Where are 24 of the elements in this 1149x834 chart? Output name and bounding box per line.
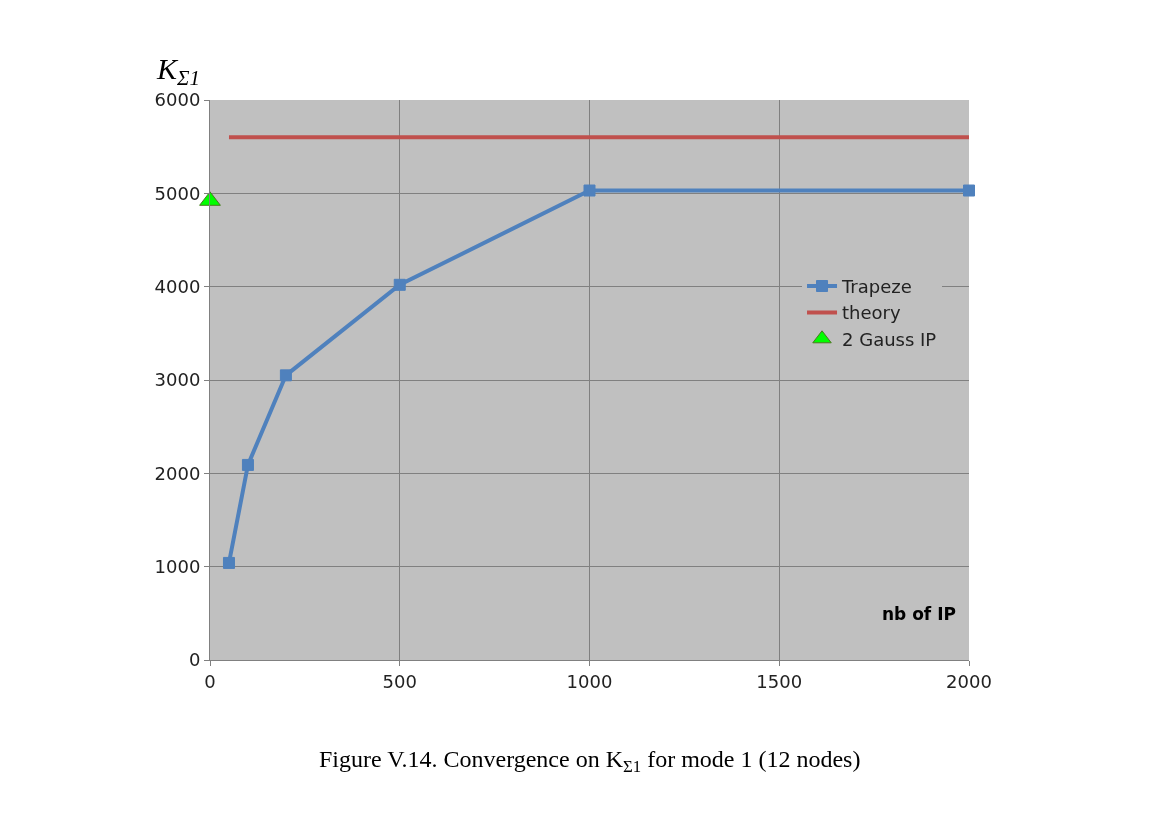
y-tick-label: 1000: [154, 555, 201, 577]
x-tick-label: 500: [382, 670, 417, 692]
y-axis-title: K$_{Σ1}$: [156, 52, 200, 91]
point: [279, 369, 292, 382]
x-axis-title: nb of IP: [882, 604, 956, 624]
x-tick-label: 0: [204, 670, 216, 692]
y-tick-label: 3000: [154, 369, 201, 391]
legend-label: theory: [842, 302, 901, 324]
x-tick-label: 2000: [946, 670, 992, 692]
point: [222, 556, 235, 569]
point: [393, 278, 406, 291]
legend-label: 2 Gauss IP: [842, 328, 937, 350]
y-tick-label: 0: [188, 649, 201, 671]
y-tick-label: 6000: [154, 89, 201, 111]
y-tick-label: 2000: [154, 462, 201, 484]
x-tick-label: 1500: [756, 670, 803, 692]
point: [963, 184, 975, 197]
x-tick-label: 1000: [566, 670, 613, 692]
y-tick-label: 4000: [154, 275, 201, 297]
text: Figure V.14. Convergence on K$_{Σ1}$ for mode 1 (12 nodes): [319, 746, 861, 777]
y-tick-label: 5000: [154, 182, 201, 204]
point: [241, 458, 254, 471]
legend-label: Trapeze: [841, 276, 912, 298]
point: [583, 184, 596, 197]
